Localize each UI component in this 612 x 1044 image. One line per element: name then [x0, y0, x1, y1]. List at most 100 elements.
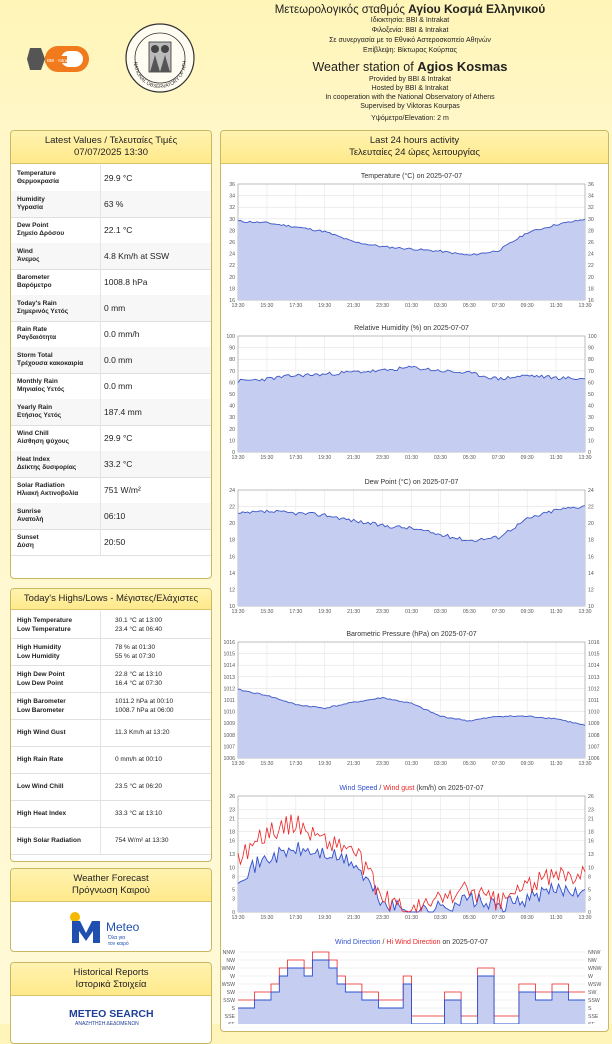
english-supervisor-line: Supervised by Viktoras Kourpas — [360, 103, 460, 110]
meteo-search-logo-link[interactable]: METEO SEARCH ΑΝΑΖΗΤΗΣΗ ΔΕΔΟΜΕΝΩΝ — [61, 1003, 171, 1031]
row-divider — [100, 243, 101, 269]
row-divider — [100, 347, 101, 373]
forecast-title-en: Weather Forecast — [73, 873, 149, 884]
row-divider — [100, 451, 101, 477]
highlow-row-label: High Solar Radiation — [17, 836, 103, 845]
highlow-row-high-solar-radiation: High Solar Radiation 754 W/m² at 13:30 — [11, 827, 211, 855]
highlow-row-label: High Dew Point Low Dew Point — [17, 670, 103, 688]
historical-title-en: Historical Reports — [73, 967, 149, 978]
latest-values-datetime: 07/07/2025 13:30 — [74, 147, 148, 158]
label-gr: Σημείο Δρόσου — [17, 230, 65, 237]
highlow-row-value: 23.5 °C at 06:20 — [115, 782, 162, 791]
label-en: Humidity — [17, 196, 45, 203]
weather-forecast-header: Weather Forecast Πρόγνωση Καιρού — [11, 869, 211, 902]
english-cooperation-line: In cooperation with the National Observa… — [325, 94, 495, 101]
latest-row-dew-point: Dew Point Σημείο Δρόσου 22.1 °C — [11, 217, 211, 244]
greek-host-line: Φιλοξενία: BBI & Intrakat — [371, 27, 449, 34]
label-line-1: High Solar Radiation — [17, 837, 81, 844]
label-gr: Θερμοκρασία — [17, 178, 59, 185]
latest-row-label: Wind Άνεμος — [17, 248, 103, 264]
row-divider — [100, 321, 101, 347]
latest-row-label: Humidity Υγρασία — [17, 196, 103, 212]
activity-panel: Last 24 hours activity Τελευταίες 24 ώρε… — [220, 130, 609, 1032]
elevation-label: Υψόμετρο/Elevation: 2 m — [371, 115, 449, 122]
noa-seal-logo[interactable]: NATIONAL OBSERVATORY OF ATHENS — [122, 18, 196, 94]
highs-lows-title: Today's Highs/Lows - Μέγιστες/Ελάχιστες — [11, 589, 211, 610]
row-divider — [100, 425, 101, 451]
value-line-1: 33.3 °C at 13:10 — [115, 810, 163, 817]
english-provided-line: Provided by BBI & Intrakat — [368, 76, 452, 83]
highlow-row-low-wind-chill: Low Wind Chill 23.5 °C at 06:20 — [11, 773, 211, 801]
row-divider — [100, 165, 101, 191]
label-en: Barometer — [17, 274, 50, 281]
row-divider — [100, 611, 101, 638]
weather-forecast-panel: Weather Forecast Πρόγνωση Καιρού Meteo Ό… — [10, 868, 212, 952]
latest-row-value: 0.0 mm/h — [104, 329, 140, 339]
row-divider — [100, 269, 101, 295]
label-en: Monthly Rain — [17, 378, 58, 385]
label-gr: Δύση — [17, 542, 34, 549]
bbi-intrakat-logo[interactable]: BBI · Intrakat — [27, 40, 95, 78]
label-en: Dew Point — [17, 222, 49, 229]
label-line-2: Low Dew Point — [17, 679, 64, 687]
row-divider — [100, 295, 101, 321]
label-en: Today's Rain — [17, 300, 57, 307]
value-line-2: 1008.7 hPa at 06:00 — [115, 706, 174, 714]
latest-row-value: 0.0 mm — [104, 381, 133, 391]
label-gr: Αίσθηση ψύχους — [17, 438, 69, 445]
latest-row-heat-index: Heat Index Δείκτης δυσφορίας 33.2 °C — [11, 451, 211, 478]
label-gr: Βαρόμετρο — [17, 282, 52, 289]
latest-row-label: Sunrise Ανατολή — [17, 508, 103, 524]
latest-row-value: 20:50 — [104, 537, 126, 547]
label-gr: Υγρασία — [17, 204, 43, 211]
latest-row-value: 63 % — [104, 199, 124, 209]
row-divider — [100, 399, 101, 425]
label-line-1: High Heat Index — [17, 810, 67, 817]
row-divider — [100, 191, 101, 217]
label-en: Temperature — [17, 170, 56, 177]
latest-row-value: 1008.8 hPa — [104, 277, 148, 287]
row-divider — [100, 665, 101, 692]
highlow-row-high-rain-rate: High Rain Rate 0 mm/h at 00:10 — [11, 746, 211, 774]
row-divider — [100, 217, 101, 243]
label-line-1: High Temperature — [17, 616, 73, 624]
row-divider — [100, 827, 101, 854]
meteo-search-logo-name: METEO SEARCH — [69, 1008, 154, 1020]
latest-row-label: Temperature Θερμοκρασία — [17, 170, 103, 186]
highlow-row-high-dew-point: High Dew Point Low Dew Point 22.8 °C at 13… — [11, 665, 211, 693]
latest-row-label: Storm Total Τρέχουσα κακοκαιρία — [17, 352, 103, 368]
highlow-row-value: 78 % at 01:30 55 % at 07:30 — [115, 643, 155, 661]
greek-title-name: Αγίου Κοσμά Ελληνικού — [408, 2, 546, 16]
greek-title-prefix: Μετεωρολογικός σταθμός — [274, 4, 405, 16]
label-en: Rain Rate — [17, 326, 47, 333]
highlow-row-high-barometer: High Barometer Low Barometer 1011.2 hPa at… — [11, 692, 211, 720]
latest-row-yearly-rain: Yearly Rain Ετήσιος Υετός 187.4 mm — [11, 399, 211, 426]
meteo-logo-name: Meteo — [106, 920, 140, 934]
latest-row-barometer: Barometer Βαρόμετρο 1008.8 hPa — [11, 269, 211, 296]
latest-row-value: 06:10 — [104, 511, 126, 521]
label-line-1: High Dew Point — [17, 670, 65, 678]
row-divider — [100, 800, 101, 827]
latest-values-panel: Latest Values / Τελευταίες Τιμές 07/07/2… — [10, 130, 212, 579]
label-line-1: High Barometer — [17, 697, 66, 705]
highlow-row-high-humidity: High Humidity Low Humidity 78 % at 01:30 55… — [11, 638, 211, 666]
highs-lows-panel: Today's Highs/Lows - Μέγιστες/Ελάχιστες … — [10, 588, 212, 862]
highlow-row-value: 33.3 °C at 13:10 — [115, 809, 162, 818]
highlow-row-label: High Heat Index — [17, 809, 103, 818]
meteo-logo-link[interactable]: Meteo Όλα για τον καιρό — [66, 909, 166, 947]
meteo-logo-sub2: τον καιρό — [108, 940, 129, 947]
label-en: Yearly Rain — [17, 404, 53, 411]
latest-row-humidity: Humidity Υγρασία 63 % — [11, 191, 211, 218]
latest-row-value: 29.9 °C — [104, 173, 133, 183]
label-en: Wind Chill — [17, 430, 49, 437]
greek-supervisor-line: Επίβλεψη: Βίκτωρας Κούρπας — [362, 47, 457, 54]
latest-row-label: Today's Rain Σημερινός Υετός — [17, 300, 103, 316]
latest-row-value: 33.2 °C — [104, 459, 133, 469]
highlow-row-label: High Barometer Low Barometer — [17, 697, 103, 715]
highlow-row-value: 1011.2 hPa at 00:10 1008.7 hPa at 06:00 — [115, 697, 174, 715]
highlow-row-high-temperature: High Temperature Low Temperature 30.1 °C a… — [11, 611, 211, 639]
label-en: Sunset — [17, 534, 39, 541]
latest-row-label: Solar Radiation Ηλιακή Ακτινοβολία — [17, 482, 103, 498]
latest-row-sunrise: Sunrise Ανατολή 06:10 — [11, 503, 211, 530]
english-title-name: Agios Kosmas — [417, 59, 508, 74]
